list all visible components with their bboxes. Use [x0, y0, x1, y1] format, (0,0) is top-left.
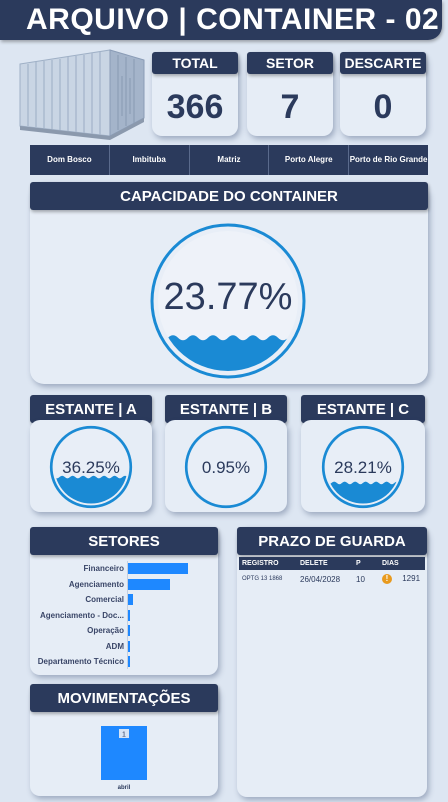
shelf-b-value: 0.95% — [201, 458, 251, 477]
location-imbituba[interactable]: Imbituba — [110, 145, 190, 175]
shelf-b-card: 0.95% — [165, 420, 287, 512]
location-matriz[interactable]: Matriz — [190, 145, 270, 175]
prazo-card: PRAZO DE GUARDA REGISTRO DELETE P DIAS O… — [237, 527, 427, 797]
location-porto-rio-grande[interactable]: Porto de Rio Grande — [349, 154, 428, 164]
setores-bar[interactable] — [128, 640, 130, 652]
kpi-total-label: TOTAL — [152, 52, 238, 74]
capacity-card: CAPACIDADE DO CONTAINER 23.77% — [30, 182, 428, 384]
location-porto-alegre[interactable]: Porto Alegre — [269, 145, 350, 175]
setores-chart: Financeiro Agenciamento Comercial Agenciame… — [30, 561, 218, 671]
movimentacoes-tick-label: abril — [118, 785, 131, 791]
movimentacoes-data-label-bg — [119, 729, 129, 738]
kpi-descarte-value: 0 — [373, 88, 393, 126]
prazo-table-wrap: REGISTRO DELETE P DIAS OPTG 13 1868 26/0… — [239, 557, 425, 588]
shelf-b-label: ESTANTE | B — [165, 395, 287, 423]
cell-registro: OPTG 13 1868 — [242, 576, 283, 582]
setores-bar-label: Financeiro — [83, 564, 124, 573]
prazo-label: PRAZO DE GUARDA — [237, 527, 427, 555]
setores-bar-label: Agenciamento — [68, 579, 124, 589]
movimentacoes-chart: 1 abril — [101, 726, 147, 791]
setores-bar-label: Agenciamento - Doc... — [39, 610, 124, 620]
kpi-descarte-label: DESCARTE — [340, 52, 426, 74]
setores-bar[interactable] — [128, 594, 134, 605]
table-row[interactable]: OPTG 13 1868 26/04/2028 10 ! 1291 — [239, 570, 425, 588]
kpi-setor-value: 7 — [280, 88, 300, 126]
capacity-label: CAPACIDADE DO CONTAINER — [30, 182, 428, 210]
setores-bar-row[interactable]: Departamento Técnico — [30, 654, 220, 669]
setores-bar[interactable] — [128, 609, 130, 621]
setores-bar[interactable] — [128, 563, 188, 574]
location-dom-bosco[interactable]: Dom Bosco — [30, 145, 110, 175]
kpi-total-value: 366 — [166, 88, 224, 126]
setores-bar[interactable] — [128, 656, 130, 667]
movimentacoes-card: MOVIMENTAÇÕES 1 abril — [30, 684, 218, 796]
col-delete[interactable]: DELETE — [297, 557, 353, 570]
prazo-table-header: REGISTRO DELETE P DIAS — [239, 557, 425, 570]
setores-bar[interactable] — [128, 625, 130, 636]
col-registro[interactable]: REGISTRO — [239, 557, 297, 570]
page-title-text: ARQUIVO | CONTAINER - 02 — [26, 3, 440, 36]
cell-dias-value: 1291 — [402, 574, 421, 584]
movimentacoes-label: MOVIMENTAÇÕES — [30, 684, 218, 712]
capacity-value: 23.77% — [163, 276, 293, 318]
shelf-c-gauge: 28.21% — [317, 424, 409, 510]
setores-bar-row[interactable]: Operação — [30, 623, 220, 638]
shelf-a-card: 36.25% — [30, 420, 152, 512]
container-image — [19, 49, 145, 140]
setores-card: SETORES Financeiro Agenciamento Comercial A… — [30, 527, 218, 675]
setores-label: SETORES — [30, 527, 218, 555]
movimentacoes-data-label: 1 — [122, 732, 126, 739]
setores-bar-row[interactable]: Comercial — [30, 592, 220, 607]
setores-bar-label: Departamento Técnico — [37, 657, 124, 666]
shelf-a-label: ESTANTE | A — [30, 395, 152, 423]
page-title: ARQUIVO | CONTAINER - 02 — [0, 0, 442, 40]
cell-dias: ! 1291 — [379, 570, 425, 588]
shelf-b-gauge-svg — [184, 425, 268, 509]
shelf-a-gauge-svg — [49, 425, 133, 509]
shelf-b-gauge: 0.95% — [180, 424, 272, 510]
shelf-a-gauge: 36.25% — [45, 424, 137, 510]
setores-bar-row[interactable]: Agenciamento — [30, 577, 220, 592]
capacity-gauge: 23.77% — [143, 216, 313, 386]
kpi-setor-label: SETOR — [247, 52, 333, 74]
col-dias[interactable]: DIAS — [379, 557, 425, 570]
setores-bar-label: Comercial — [85, 595, 124, 604]
shelf-c-value: 28.21% — [334, 458, 392, 477]
setores-bar-row[interactable]: ADM — [30, 639, 220, 654]
setores-axis — [127, 561, 128, 669]
shelf-c-label: ESTANTE | C — [301, 395, 425, 423]
kpi-setor-card: SETOR 7 — [247, 52, 333, 136]
kpi-total-card: TOTAL 366 — [152, 52, 238, 136]
setores-bar-label: ADM — [105, 641, 124, 651]
setores-bar-label: Operação — [87, 626, 124, 635]
location-slicer: Dom Bosco Imbituba Matriz Porto Alegre P… — [30, 145, 428, 175]
capacity-gauge-svg — [150, 223, 306, 379]
setores-bar-row[interactable]: Agenciamento - Doc... — [30, 608, 220, 623]
prazo-table: REGISTRO DELETE P DIAS OPTG 13 1868 26/0… — [239, 557, 425, 588]
shelf-c-gauge-svg — [321, 425, 405, 509]
setores-bar[interactable] — [128, 578, 171, 590]
cell-delete: 26/04/2028 — [300, 574, 341, 584]
warning-icon: ! — [382, 574, 392, 584]
shelf-a-value: 36.25% — [62, 458, 120, 477]
shelf-c-card: 28.21% — [301, 420, 425, 512]
cell-p: 10 — [356, 574, 365, 584]
setores-bar-row[interactable]: Financeiro — [30, 561, 220, 576]
kpi-descarte-card: DESCARTE 0 — [340, 52, 426, 136]
col-p[interactable]: P — [353, 557, 379, 570]
